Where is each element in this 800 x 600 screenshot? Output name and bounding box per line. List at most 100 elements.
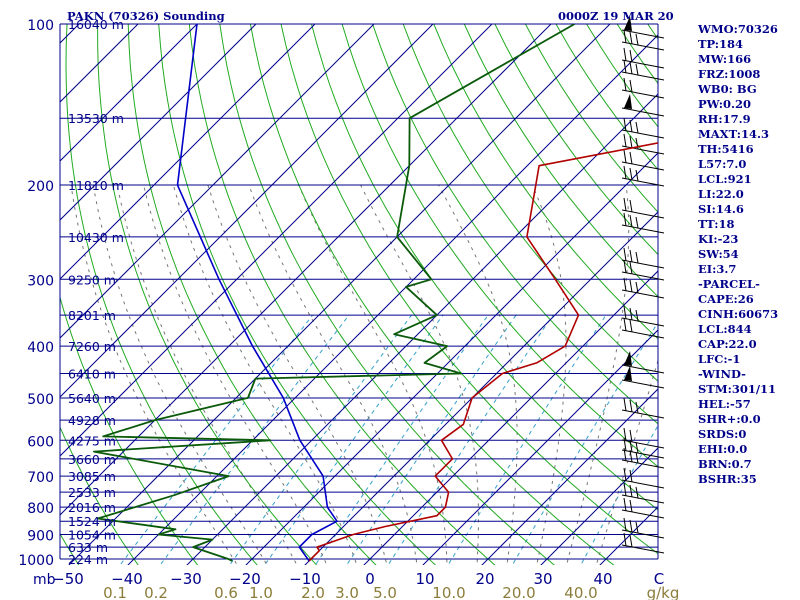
sounding-indices-panel: WMO:70326 TP:184 MW:166 FRZ:1008 WB0: BG PW:0… bbox=[698, 22, 800, 487]
wind-barb bbox=[621, 149, 665, 171]
index-item: TH:5416 bbox=[698, 142, 754, 156]
wind-barb bbox=[621, 133, 665, 155]
wind-barb bbox=[621, 305, 665, 327]
wind-barb bbox=[621, 117, 665, 139]
pressure-unit-label: mb bbox=[33, 572, 56, 588]
pressure-tick-label: 800 bbox=[27, 501, 54, 517]
temperature-tick-label: 30 bbox=[533, 570, 552, 588]
temperature-tick-label: 40 bbox=[593, 570, 612, 588]
mixing-ratio-tick-label: 5.0 bbox=[373, 584, 397, 600]
wind-barb bbox=[621, 482, 665, 504]
wind-barb bbox=[621, 212, 665, 234]
moist-adiabat bbox=[207, 184, 388, 565]
mixing-ratio-line bbox=[119, 314, 314, 565]
dry-adiabat bbox=[433, 24, 658, 340]
dry-adiabat bbox=[280, 24, 658, 555]
index-item: SI:14.6 bbox=[698, 202, 744, 216]
temperature-tick-label: 0 bbox=[365, 570, 375, 588]
height-label: 5640 m bbox=[68, 391, 116, 406]
station-title: PAKN (70326) Sounding bbox=[67, 9, 225, 23]
index-item: SHR+:0.0 bbox=[698, 412, 761, 426]
wind-barb bbox=[621, 366, 665, 389]
mixing-ratio-tick-label: 0.6 bbox=[214, 584, 238, 600]
pressure-tick-label: 400 bbox=[27, 340, 54, 356]
mixing-ratio-tick-label: 20.0 bbox=[502, 584, 535, 600]
isotherm-line bbox=[363, 270, 658, 565]
height-label: 4275 m bbox=[68, 433, 116, 448]
index-item: -WIND- bbox=[698, 367, 746, 381]
mixing-ratio-line bbox=[511, 321, 658, 565]
dry-adiabat bbox=[494, 24, 658, 256]
wind-barb bbox=[621, 317, 665, 339]
temperature-tick-label: 20 bbox=[475, 570, 494, 588]
pressure-tick-label: 600 bbox=[27, 434, 54, 450]
dry-adiabat bbox=[97, 24, 318, 565]
wind-barb bbox=[621, 197, 665, 219]
moist-adiabat bbox=[92, 185, 268, 565]
isotherm-line bbox=[60, 24, 375, 339]
dry-adiabat bbox=[372, 24, 658, 425]
height-label: 2016 m bbox=[68, 500, 116, 515]
index-item: PW:0.20 bbox=[698, 97, 752, 111]
isotherm-line bbox=[68, 24, 611, 565]
mixing-ratio-tick-label: 10.0 bbox=[432, 584, 465, 600]
dry-adiabat bbox=[127, 24, 377, 565]
index-item: CAP:22.0 bbox=[698, 337, 757, 351]
index-item: HEL:-57 bbox=[698, 397, 751, 411]
dry-adiabat bbox=[402, 24, 658, 382]
pressure-tick-label: 200 bbox=[27, 179, 54, 195]
isotherm-line bbox=[245, 152, 658, 565]
wind-barb bbox=[621, 77, 665, 99]
index-item: WB0: BG bbox=[698, 82, 757, 96]
mixing-ratio-tick-label: 1.0 bbox=[249, 584, 273, 600]
height-label: 633 m bbox=[68, 540, 108, 555]
pressure-tick-label: 300 bbox=[27, 273, 54, 289]
wind-barb bbox=[621, 165, 665, 187]
temperature-tick-label: −30 bbox=[170, 570, 202, 588]
dry-adiabat bbox=[0, 24, 22, 570]
temperature-tick-label: C bbox=[654, 570, 664, 588]
index-item: LI:22.0 bbox=[698, 187, 744, 201]
temperature-tick-label: −40 bbox=[111, 570, 143, 588]
isotherm-line bbox=[60, 24, 493, 457]
isotherm-line bbox=[186, 93, 658, 565]
index-item: MW:166 bbox=[698, 52, 752, 66]
index-item: KI:-23 bbox=[698, 232, 739, 246]
pressure-tick-label: 500 bbox=[27, 392, 54, 408]
temperature-tick-label: 10 bbox=[415, 570, 434, 588]
index-item: EI:3.7 bbox=[698, 262, 737, 276]
index-item: WMO:70326 bbox=[698, 22, 778, 36]
pressure-tick-label: 700 bbox=[27, 470, 54, 486]
mixing-ratio-tick-label: g/kg bbox=[647, 584, 680, 600]
temperature-tick-label: −10 bbox=[289, 570, 321, 588]
mixing-ratio-line bbox=[264, 314, 444, 565]
height-label: 3660 m bbox=[68, 452, 116, 467]
wind-barb bbox=[621, 259, 665, 281]
wind-barb bbox=[621, 447, 665, 469]
wind-barb bbox=[621, 94, 665, 117]
wind-barb bbox=[621, 277, 665, 299]
wind-barb bbox=[621, 16, 665, 39]
wind-barb bbox=[621, 59, 665, 81]
wind-barb bbox=[621, 497, 665, 519]
isotherm-line bbox=[127, 34, 658, 565]
index-item: -PARCEL- bbox=[698, 277, 760, 291]
height-label: 1524 m bbox=[68, 514, 116, 529]
height-label: 3085 m bbox=[68, 469, 116, 484]
height-label: 7260 m bbox=[68, 339, 116, 354]
height-label: 11810 m bbox=[68, 178, 124, 193]
index-item: BSHR:35 bbox=[698, 472, 757, 486]
isotherm-line bbox=[60, 24, 552, 516]
mixing-ratio-tick-label: 2.0 bbox=[301, 584, 325, 600]
dry-adiabat bbox=[219, 24, 555, 565]
isotherm-line bbox=[0, 24, 20, 570]
height-label: 13530 m bbox=[68, 111, 124, 126]
index-item: SW:54 bbox=[698, 247, 739, 261]
pressure-tick-label: 900 bbox=[27, 529, 54, 545]
isotherm-line bbox=[60, 24, 198, 162]
height-label: 10430 m bbox=[68, 230, 124, 245]
index-item: TT:18 bbox=[698, 217, 735, 231]
index-item: EHI:0.0 bbox=[698, 442, 748, 456]
index-item: CAPE:26 bbox=[698, 292, 754, 306]
